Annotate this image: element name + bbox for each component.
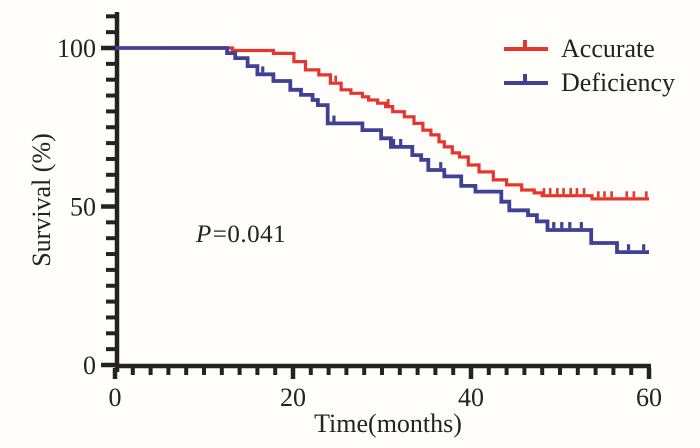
survival-curve-deficiency	[115, 46, 649, 254]
x-tick-label: 40	[458, 383, 484, 412]
x-tick-label: 20	[280, 383, 306, 412]
y-tick-label: 50	[70, 193, 96, 222]
y-tick-label: 0	[83, 351, 96, 380]
legend-item-deficiency: Deficiency	[504, 66, 675, 100]
x-tick-label: 0	[109, 383, 122, 412]
survival-curve-accurate	[165, 46, 649, 201]
deficiency-curve-marker-icon	[504, 74, 548, 85]
p-value-annotation: P=0.041	[196, 221, 286, 249]
legend-label-accurate: Accurate	[561, 34, 655, 63]
accurate-curve-marker-icon	[504, 40, 548, 51]
y-axis-title: Survival (%)	[27, 133, 56, 267]
legend-item-accurate: Accurate	[504, 32, 675, 66]
p-value-symbol: P	[196, 221, 212, 248]
y-tick-label: 100	[57, 34, 96, 63]
legend: Accurate Deficiency	[504, 32, 675, 100]
censor-tick-icon	[523, 74, 527, 82]
x-tick-label: 60	[636, 383, 662, 412]
legend-label-deficiency: Deficiency	[561, 68, 676, 97]
x-axis-title: Time(months)	[314, 409, 462, 438]
censor-tick-icon	[523, 40, 527, 48]
p-value-number: =0.041	[212, 221, 287, 248]
